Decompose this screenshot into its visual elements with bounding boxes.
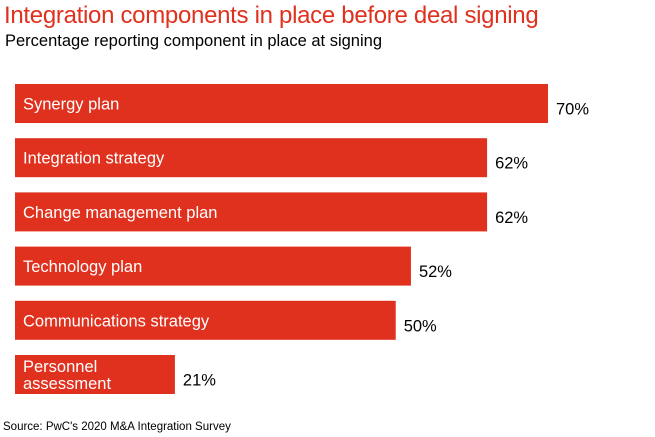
- bar-integration-strategy: [15, 138, 488, 178]
- value-label: 62%: [495, 209, 528, 227]
- source-note: Source: PwC's 2020 M&A Integration Surve…: [3, 421, 231, 433]
- bar-synergy-plan: [15, 84, 548, 123]
- category-label: Technology plan: [23, 258, 142, 276]
- bar-technology-plan: [15, 246, 411, 286]
- chart-title: Integration components in place before d…: [4, 2, 539, 29]
- category-label: Communications strategy: [23, 312, 210, 330]
- value-label: 50%: [404, 317, 437, 335]
- bar-change-management-plan: [15, 192, 488, 232]
- category-label: Synergy plan: [23, 96, 119, 114]
- value-label: 70%: [556, 101, 589, 119]
- category-label: Integration strategy: [23, 150, 165, 168]
- category-label: Change management plan: [23, 204, 217, 222]
- value-label: 62%: [495, 155, 528, 173]
- value-label: 52%: [419, 263, 452, 281]
- category-label: Personnel assessment: [23, 358, 111, 393]
- chart-subtitle: Percentage reporting component in place …: [5, 32, 382, 50]
- bar-communications-strategy: [15, 300, 396, 340]
- bar-personnel-assessment: [15, 355, 175, 394]
- value-label: 21%: [183, 372, 216, 390]
